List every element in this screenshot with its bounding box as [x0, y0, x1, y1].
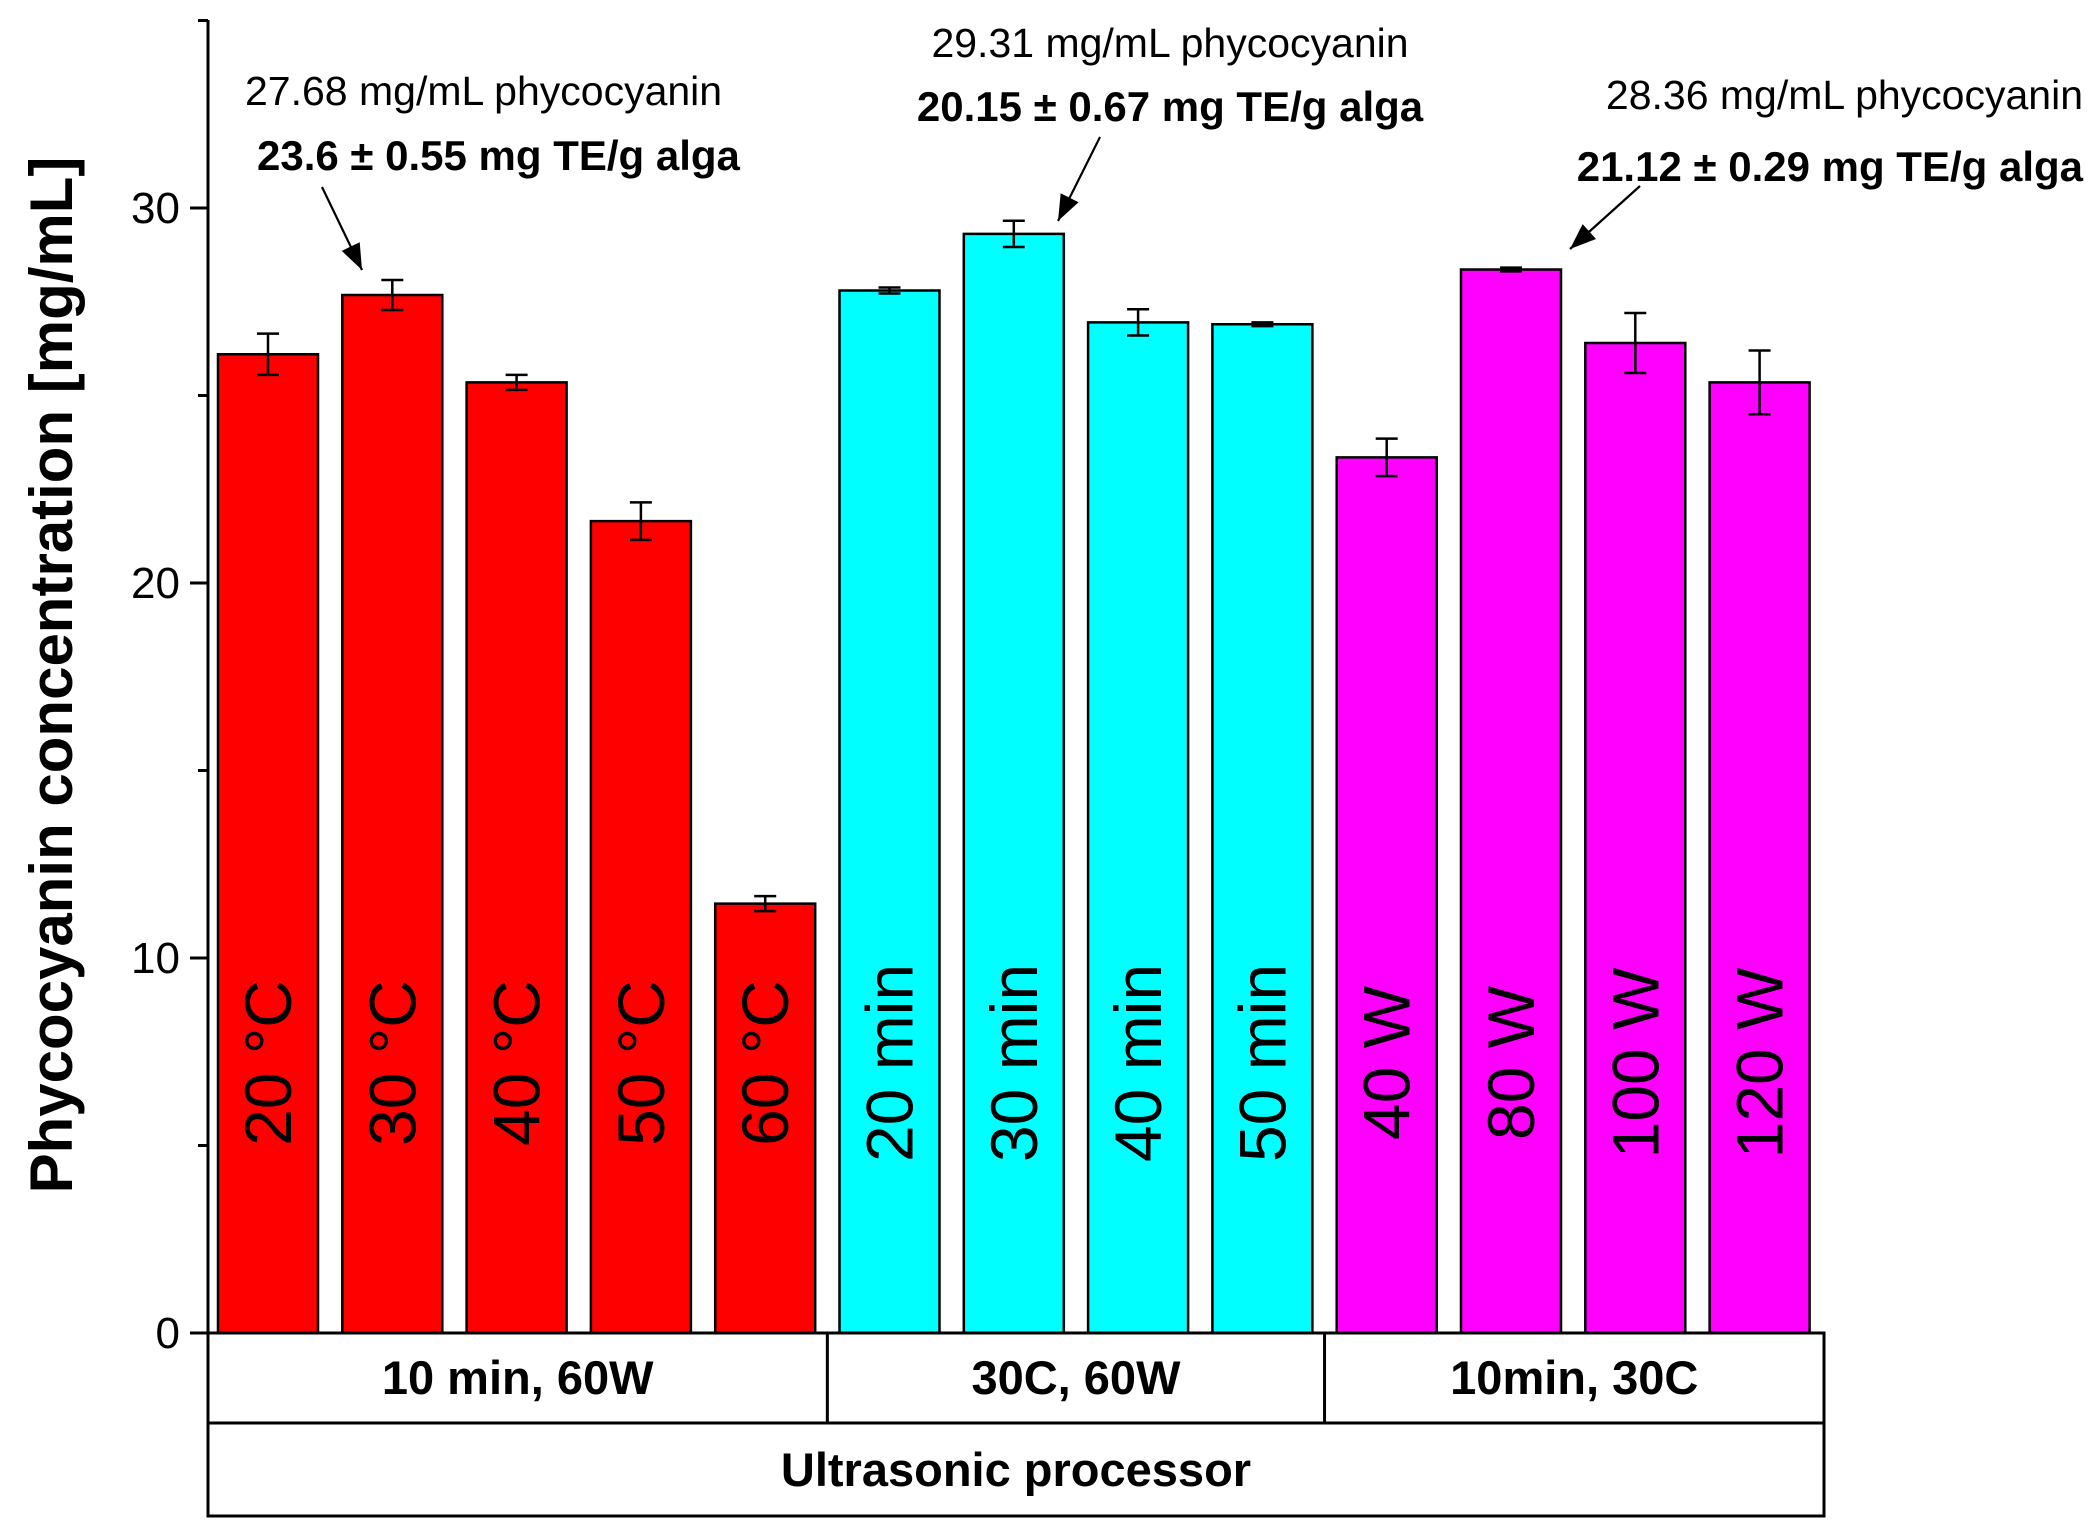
- group-label: 10 min, 60W: [382, 1351, 654, 1404]
- annotation-antioxidant: 23.6 ± 0.55 mg TE/g alga: [257, 132, 741, 179]
- bar-label: 20 min: [853, 964, 927, 1162]
- annotation-arrowhead: [1570, 224, 1597, 249]
- group-label: 10min, 30C: [1450, 1351, 1698, 1404]
- y-tick-label: 20: [131, 559, 180, 608]
- bar-label: 40 °C: [480, 980, 554, 1146]
- bar: [838, 289, 941, 1335]
- annotation-concentration: 27.68 mg/mL phycocyanin: [245, 68, 722, 114]
- bar: [465, 381, 568, 1335]
- bar-label: 20 °C: [231, 980, 305, 1146]
- annotations-layer: 27.68 mg/mL phycocyanin 23.6 ± 0.55 mg TE…: [245, 20, 2084, 271]
- supergroup-label: Ultrasonic processor: [781, 1443, 1251, 1496]
- bar: [589, 519, 693, 1335]
- bar: [1459, 268, 1563, 1335]
- bar: [1335, 456, 1438, 1335]
- bar: [1086, 321, 1190, 1335]
- bar-label: 60 °C: [728, 980, 802, 1146]
- bar: [1584, 341, 1687, 1335]
- bar: [962, 232, 1066, 1335]
- annotation-concentration: 28.36 mg/mL phycocyanin: [1606, 72, 2083, 118]
- annotation-concentration: 29.31 mg/mL phycocyanin: [931, 20, 1408, 66]
- bar-label: 40 min: [1101, 964, 1175, 1162]
- annotation-antioxidant: 20.15 ± 0.67 mg TE/g alga: [917, 83, 1424, 130]
- bar-label: 50 °C: [604, 980, 678, 1146]
- group-boxes: 10 min, 60W 30C, 60W 10min, 30C Ultrasonic …: [206, 1331, 1826, 1518]
- y-tick-label: 10: [131, 934, 180, 983]
- bar: [216, 353, 320, 1335]
- annotation-antioxidant: 21.12 ± 0.29 mg TE/g alga: [1577, 143, 2084, 190]
- bar-label: 50 min: [1225, 964, 1299, 1162]
- y-axis-title: Phycocyanin concentration [mg/mL]: [18, 157, 85, 1194]
- y-tick-label: 0: [156, 1309, 180, 1358]
- annotation-arrowhead: [341, 242, 362, 270]
- bar: [713, 902, 817, 1335]
- bar: [1211, 323, 1314, 1335]
- bar-label: 80 W: [1474, 985, 1548, 1140]
- bar-label: 100 W: [1598, 967, 1672, 1158]
- y-axis: 0 10 20 30: [131, 19, 210, 1358]
- bar-label: 30 min: [977, 964, 1051, 1162]
- bar: [341, 293, 444, 1335]
- bars-layer: 20 °C 30 °C 40 °C 50 °C 60 °C 20 min 30 min 40 …: [216, 219, 1811, 1335]
- group-label: 30C, 60W: [971, 1351, 1181, 1404]
- bar-label: 30 °C: [355, 980, 429, 1146]
- bar: [1708, 381, 1811, 1335]
- annotation-arrowhead: [1058, 193, 1079, 221]
- bar-label: 40 W: [1350, 985, 1424, 1140]
- y-tick-label: 30: [131, 184, 180, 233]
- bar-label: 120 W: [1723, 967, 1797, 1158]
